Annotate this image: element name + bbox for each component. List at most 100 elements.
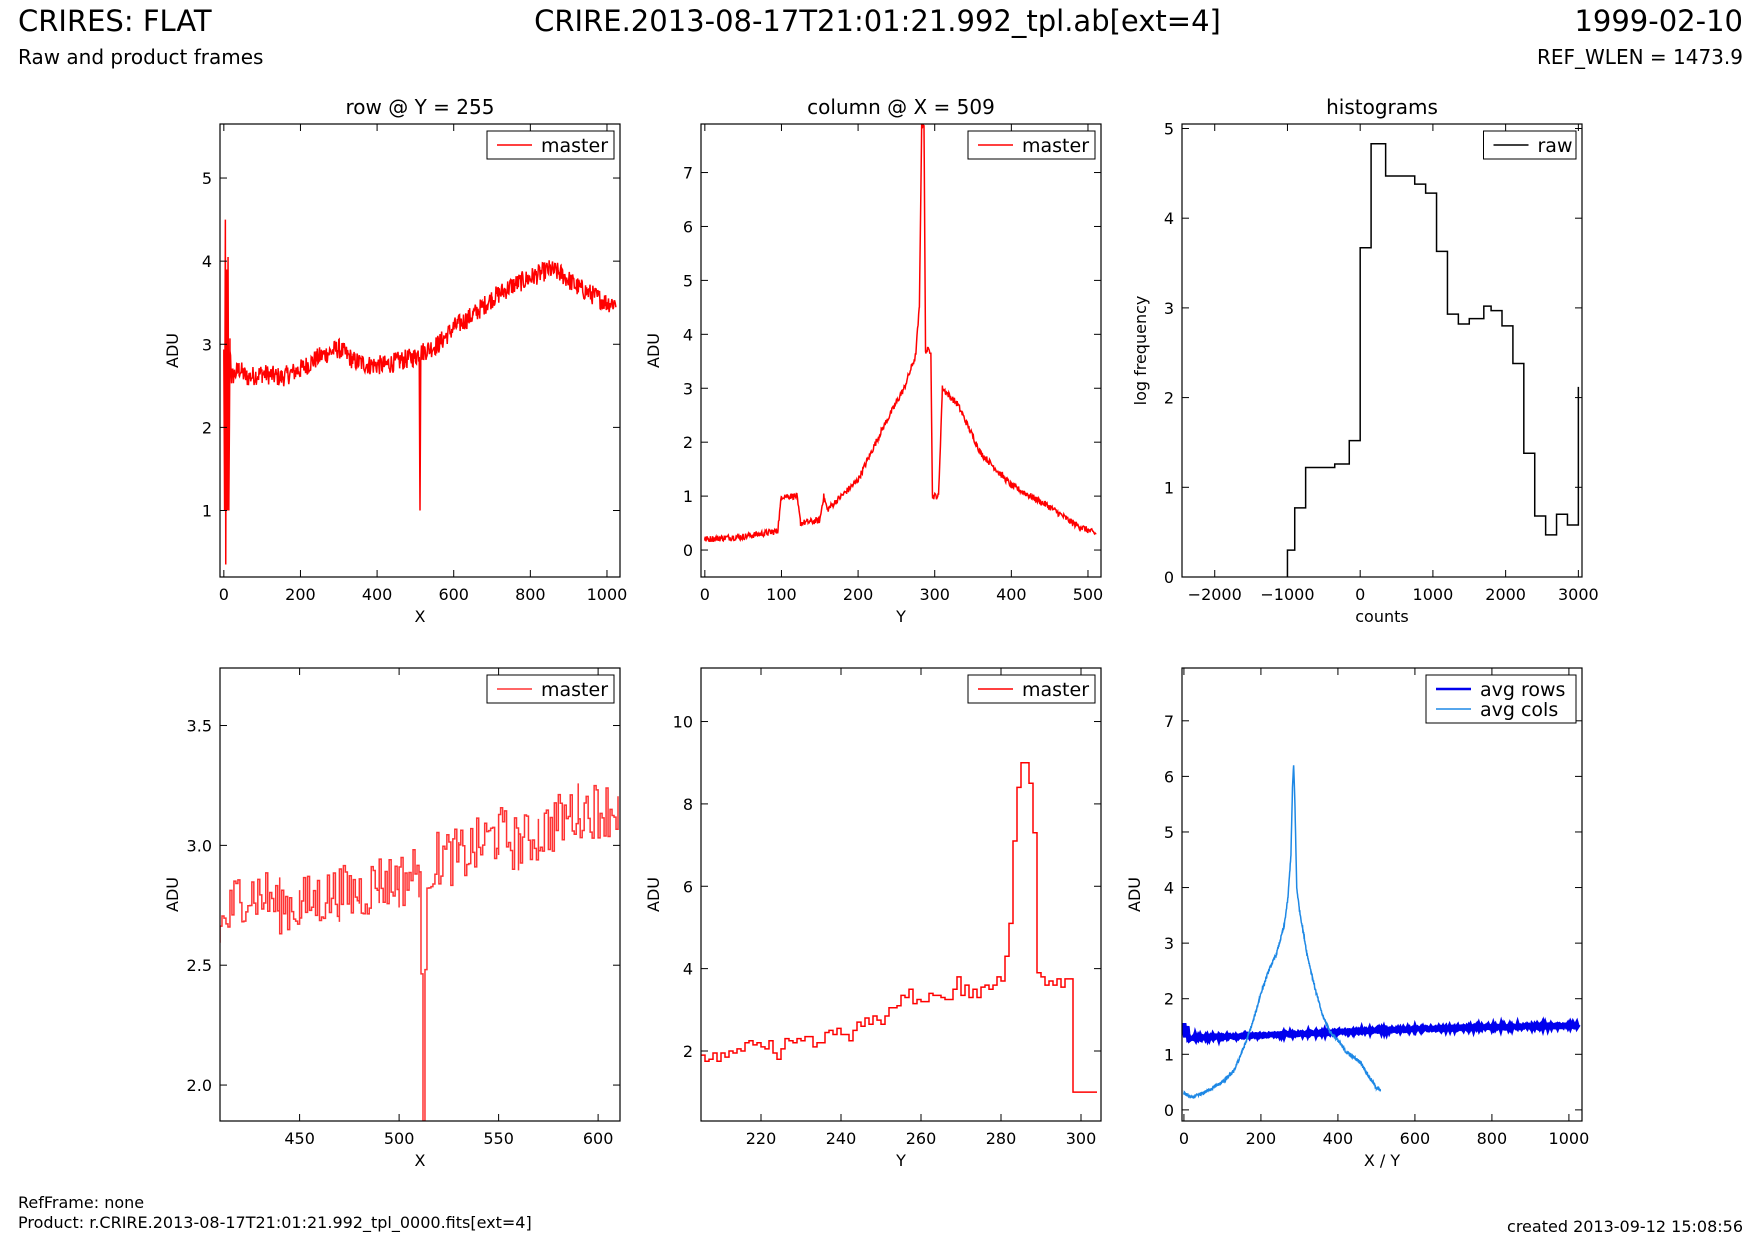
x-tick-label: 800 [1477, 1129, 1508, 1148]
legend-label: master [541, 135, 608, 157]
x-tick-label: −2000 [1188, 585, 1242, 604]
y-tick-label: 3 [683, 379, 693, 398]
plot-frame [219, 123, 621, 578]
y-axis-label: ADU [644, 333, 663, 368]
x-tick-label: 400 [1323, 1129, 1354, 1148]
x-tick-label: 500 [384, 1129, 415, 1148]
chart-title: histograms [1326, 95, 1438, 119]
chart-title: row @ Y = 255 [346, 95, 495, 119]
y-tick-label: 4 [202, 252, 212, 271]
chart-averages: 0 200 400 600 800 1000 0 1 2 3 4 5 6 7 X / Y ADU avg row… [1125, 667, 1590, 1170]
chart-row-zoom: 450 500 550 600 2.0 2.5 3.0 3.5 X ADU master [163, 667, 621, 1170]
plot-frame [700, 123, 1102, 578]
x-tick-label: 280 [986, 1129, 1017, 1148]
x-tick-label: 240 [826, 1129, 857, 1148]
y-axis-label: ADU [644, 877, 663, 912]
legend-label: avg cols [1480, 699, 1558, 721]
series-line-avg-rows [1182, 1016, 1581, 1047]
created-label: created 2013-09-12 15:08:56 [1507, 1217, 1743, 1236]
x-tick-label: 0 [1355, 585, 1365, 604]
y-tick-label: 3.5 [187, 717, 212, 736]
x-tick-label: 600 [1400, 1129, 1431, 1148]
x-tick-label: 300 [1066, 1129, 1097, 1148]
y-tick-label: 3 [202, 335, 212, 354]
series-line-master [220, 783, 619, 1121]
y-tick-label: 7 [683, 164, 693, 183]
refframe-label: RefFrame: none [18, 1193, 145, 1212]
chart-histograms: −2000 −1000 0 1000 2000 3000 0 1 2 3 4 5 counts log f… [1131, 95, 1599, 626]
y-tick-label: 0 [683, 541, 693, 560]
x-axis-label: Y [895, 607, 906, 626]
x-tick-label: 400 [996, 585, 1027, 604]
file-title: CRIRE.2013-08-17T21:01:21.992_tpl.ab[ext… [534, 4, 1221, 38]
x-tick-label: 400 [362, 585, 393, 604]
x-tick-label: 200 [843, 585, 874, 604]
plot-area [220, 783, 619, 1121]
x-axis-label: X [415, 1151, 426, 1170]
x-tick-label: 300 [919, 585, 950, 604]
y-tick-label: 2 [1164, 389, 1174, 408]
y-tick-label: 5 [1164, 823, 1174, 842]
y-tick-label: 8 [683, 795, 693, 814]
x-tick-label: 260 [906, 1129, 937, 1148]
date-label: 1999-02-10 [1574, 4, 1743, 38]
series-line-master [223, 219, 617, 565]
series-line-master [701, 761, 1097, 1093]
x-tick-label: 2000 [1485, 585, 1526, 604]
y-tick-label: 2.0 [187, 1076, 212, 1095]
plot-area [1286, 142, 1580, 577]
chart-title: column @ X = 509 [807, 95, 995, 119]
legend-label: master [1022, 679, 1089, 701]
x-tick-label: −1000 [1260, 585, 1314, 604]
y-tick-label: 1 [1164, 1045, 1174, 1064]
y-tick-label: 2.5 [187, 956, 212, 975]
x-axis-label: Y [895, 1151, 906, 1170]
ref-wlen-label: REF_WLEN = 1473.9 [1536, 45, 1743, 69]
y-tick-label: 4 [1164, 879, 1174, 898]
plot-area [704, 124, 1097, 543]
x-tick-label: 1000 [1413, 585, 1454, 604]
plot-area [1182, 765, 1581, 1099]
y-tick-label: 4 [683, 325, 693, 344]
x-tick-label: 500 [1073, 585, 1104, 604]
plot-frame [1181, 667, 1583, 1122]
y-tick-label: 1 [1164, 478, 1174, 497]
y-tick-label: 3 [1164, 299, 1174, 318]
y-tick-label: 2 [1164, 990, 1174, 1009]
x-axis-label: X / Y [1364, 1151, 1401, 1170]
x-axis-label: X [415, 607, 426, 626]
chart-column-zoom: 220 240 260 280 300 2 4 6 8 10 Y ADU master [644, 667, 1102, 1170]
plot-frame [700, 667, 1102, 1122]
y-tick-label: 2 [683, 433, 693, 452]
x-tick-label: 1000 [587, 585, 628, 604]
x-tick-label: 0 [219, 585, 229, 604]
page-subtitle: Raw and product frames [18, 45, 264, 69]
legend-label: avg rows [1480, 679, 1565, 701]
x-tick-label: 200 [1246, 1129, 1277, 1148]
legend-label: master [541, 679, 608, 701]
legend-box [1425, 674, 1577, 724]
y-tick-label: 2 [683, 1042, 693, 1061]
y-tick-label: 3.0 [187, 836, 212, 855]
y-tick-label: 4 [683, 960, 693, 979]
plot-area [223, 219, 617, 565]
y-tick-label: 6 [1164, 767, 1174, 786]
plot-frame [1181, 123, 1583, 578]
y-tick-label: 5 [683, 271, 693, 290]
x-tick-label: 0 [700, 585, 710, 604]
x-tick-label: 200 [285, 585, 316, 604]
x-axis-label: counts [1355, 607, 1408, 626]
y-tick-label: 4 [1164, 209, 1174, 228]
product-label: Product: r.CRIRE.2013-08-17T21:01:21.992… [18, 1213, 532, 1232]
y-tick-label: 5 [1164, 119, 1174, 138]
y-axis-label: log frequency [1131, 296, 1150, 406]
y-tick-label: 2 [202, 418, 212, 437]
x-tick-label: 0 [1179, 1129, 1189, 1148]
chart-column: 0 100 200 300 400 500 0 1 2 3 4 5 6 7 Y ADU column @ X =… [644, 95, 1103, 626]
x-tick-label: 550 [483, 1129, 514, 1148]
x-tick-label: 1000 [1549, 1129, 1590, 1148]
chart-row: 0 200 400 600 800 1000 1 2 3 4 5 X ADU row @ Y = 255 m… [163, 95, 627, 626]
y-tick-label: 0 [1164, 1101, 1174, 1120]
x-tick-label: 220 [746, 1129, 777, 1148]
